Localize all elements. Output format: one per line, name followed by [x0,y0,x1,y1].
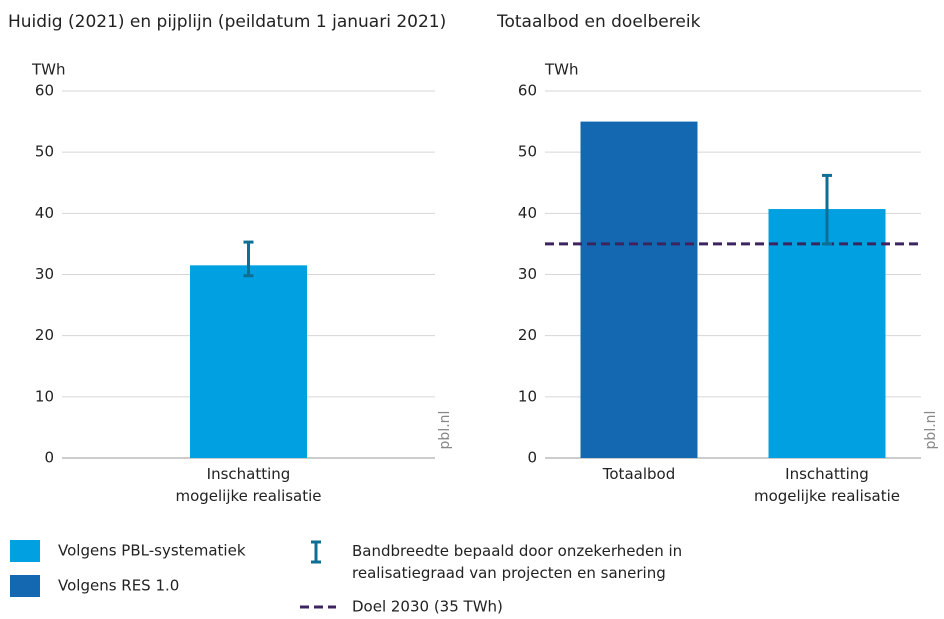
bar [580,121,698,458]
legend-swatch [10,540,40,562]
legend-swatch [10,575,40,597]
y-tick-label: 60 [518,82,537,100]
y-axis-label: TWh [544,61,579,79]
y-tick-label: 40 [518,204,537,222]
x-tick-label: Inschatting mogelijke realisatie [753,465,901,505]
chart-title: Huidig (2021) en pijplijn (peildatum 1 j… [8,12,446,32]
legend-label: Bandbreedte bepaald door onzekerheden in… [352,542,683,582]
legend-label: Volgens PBL-systematiek [58,542,246,560]
bar [768,209,886,458]
y-tick-label: 10 [35,387,54,405]
y-tick-label: 50 [518,143,537,161]
chart-title: Totaalbod en doelbereik [496,12,701,32]
bar [190,265,307,458]
y-axis-label: TWh [31,61,66,79]
source: pbl.nl [437,411,453,450]
y-tick-label: 50 [35,143,54,161]
y-tick-label: 60 [35,82,54,100]
y-tick-label: 10 [518,387,537,405]
y-tick-label: 30 [518,265,537,283]
source: pbl.nl [923,411,939,450]
y-tick-label: 0 [44,449,54,467]
y-tick-label: 30 [35,265,54,283]
y-tick-label: 20 [35,326,54,344]
y-tick-label: 0 [527,449,537,467]
legend-label: Doel 2030 (35 TWh) [352,598,503,616]
y-tick-label: 40 [35,204,54,222]
y-tick-label: 20 [518,326,537,344]
legend-label: Volgens RES 1.0 [58,577,179,595]
x-tick-label: Totaalbod [602,465,676,483]
x-tick-label: Inschatting mogelijke realisatie [175,465,322,505]
